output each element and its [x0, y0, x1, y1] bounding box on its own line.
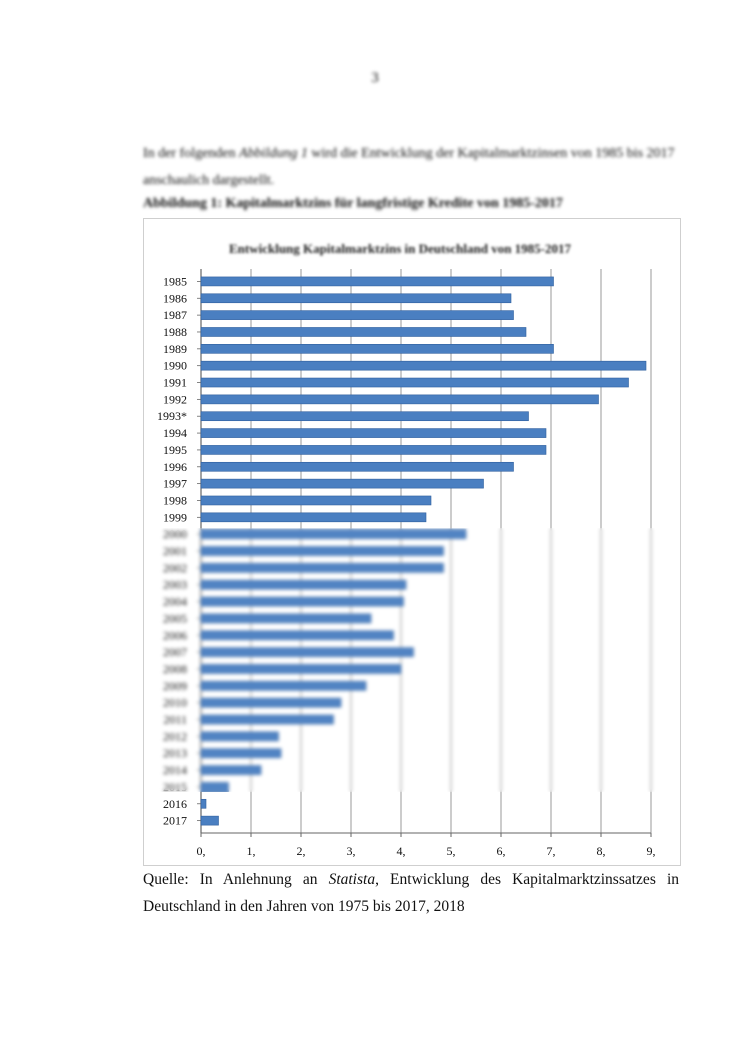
category-label: 1993* [157, 409, 187, 423]
intro-text-after: wird die Entwicklung der Kapitalmarktzin… [143, 146, 675, 188]
bar [200, 344, 554, 354]
x-tick-label: 1, [247, 844, 256, 858]
x-tick-label: 5, [447, 844, 456, 858]
x-tick-label: 0, [197, 844, 206, 858]
blurred-region [144, 528, 680, 792]
x-axis-ticks: 0, 1, 2, 3, 4, 5, 6, 7, 8, 9, [197, 833, 656, 858]
bar [200, 293, 512, 304]
x-tick-label: 8, [597, 844, 606, 858]
category-label: 1988 [163, 325, 187, 339]
chart-frame [143, 218, 681, 866]
source-suffix: , Entwicklung des Kapitalmarktzinssatzes… [143, 871, 679, 915]
x-tick-label: 2, [297, 844, 306, 858]
bar [200, 327, 527, 337]
category-label: 1996 [163, 460, 187, 474]
category-label: 1995 [163, 443, 187, 457]
figure-reference: Abbildung 1 [239, 146, 308, 161]
bar [200, 445, 547, 455]
figure-caption: Abbildung 1: Kapitalmarktzins für langfr… [143, 196, 563, 211]
source-note: Quelle: In Anlehnung an Statista, Entwic… [143, 866, 679, 920]
category-label: 1991 [163, 376, 187, 390]
bar [200, 798, 207, 809]
bar [200, 394, 599, 405]
x-tick-label: 3, [347, 844, 356, 858]
bar [200, 411, 529, 422]
category-label: 1997 [163, 477, 187, 491]
x-tick-label: 9, [647, 844, 656, 858]
category-label: 1992 [163, 392, 187, 406]
category-label: 2016 [163, 797, 187, 811]
bar [200, 310, 514, 320]
bar [200, 495, 432, 506]
bar [200, 815, 219, 826]
category-label: 1987 [163, 308, 187, 322]
bar [200, 377, 629, 388]
category-label: 2017 [163, 814, 187, 828]
intro-text-before: In der folgenden [143, 146, 240, 161]
bar [200, 512, 427, 523]
bar [200, 360, 647, 371]
page-number: 3 [371, 70, 379, 86]
x-tick-label: 6, [497, 844, 506, 858]
bar [200, 478, 484, 489]
category-label: 1986 [163, 291, 187, 305]
x-tick-label: 4, [397, 844, 406, 858]
category-label: 1999 [163, 510, 187, 524]
category-label: 1985 [163, 274, 187, 288]
category-label: 1994 [163, 426, 187, 440]
source-prefix: Quelle: In Anlehnung an [143, 871, 329, 888]
intro-paragraph: In der folgenden Abbildung 1 wird die En… [143, 140, 683, 194]
category-label: 1989 [163, 342, 187, 356]
bar [200, 276, 554, 287]
bar [200, 461, 514, 472]
chart-title: Entwicklung Kapitalmarktzins in Deutschl… [229, 241, 572, 256]
source-publisher: Statista [328, 871, 376, 888]
x-tick-label: 7, [547, 844, 556, 858]
bar [200, 428, 547, 438]
category-label: 1990 [163, 359, 187, 373]
category-label: 1998 [163, 493, 187, 507]
